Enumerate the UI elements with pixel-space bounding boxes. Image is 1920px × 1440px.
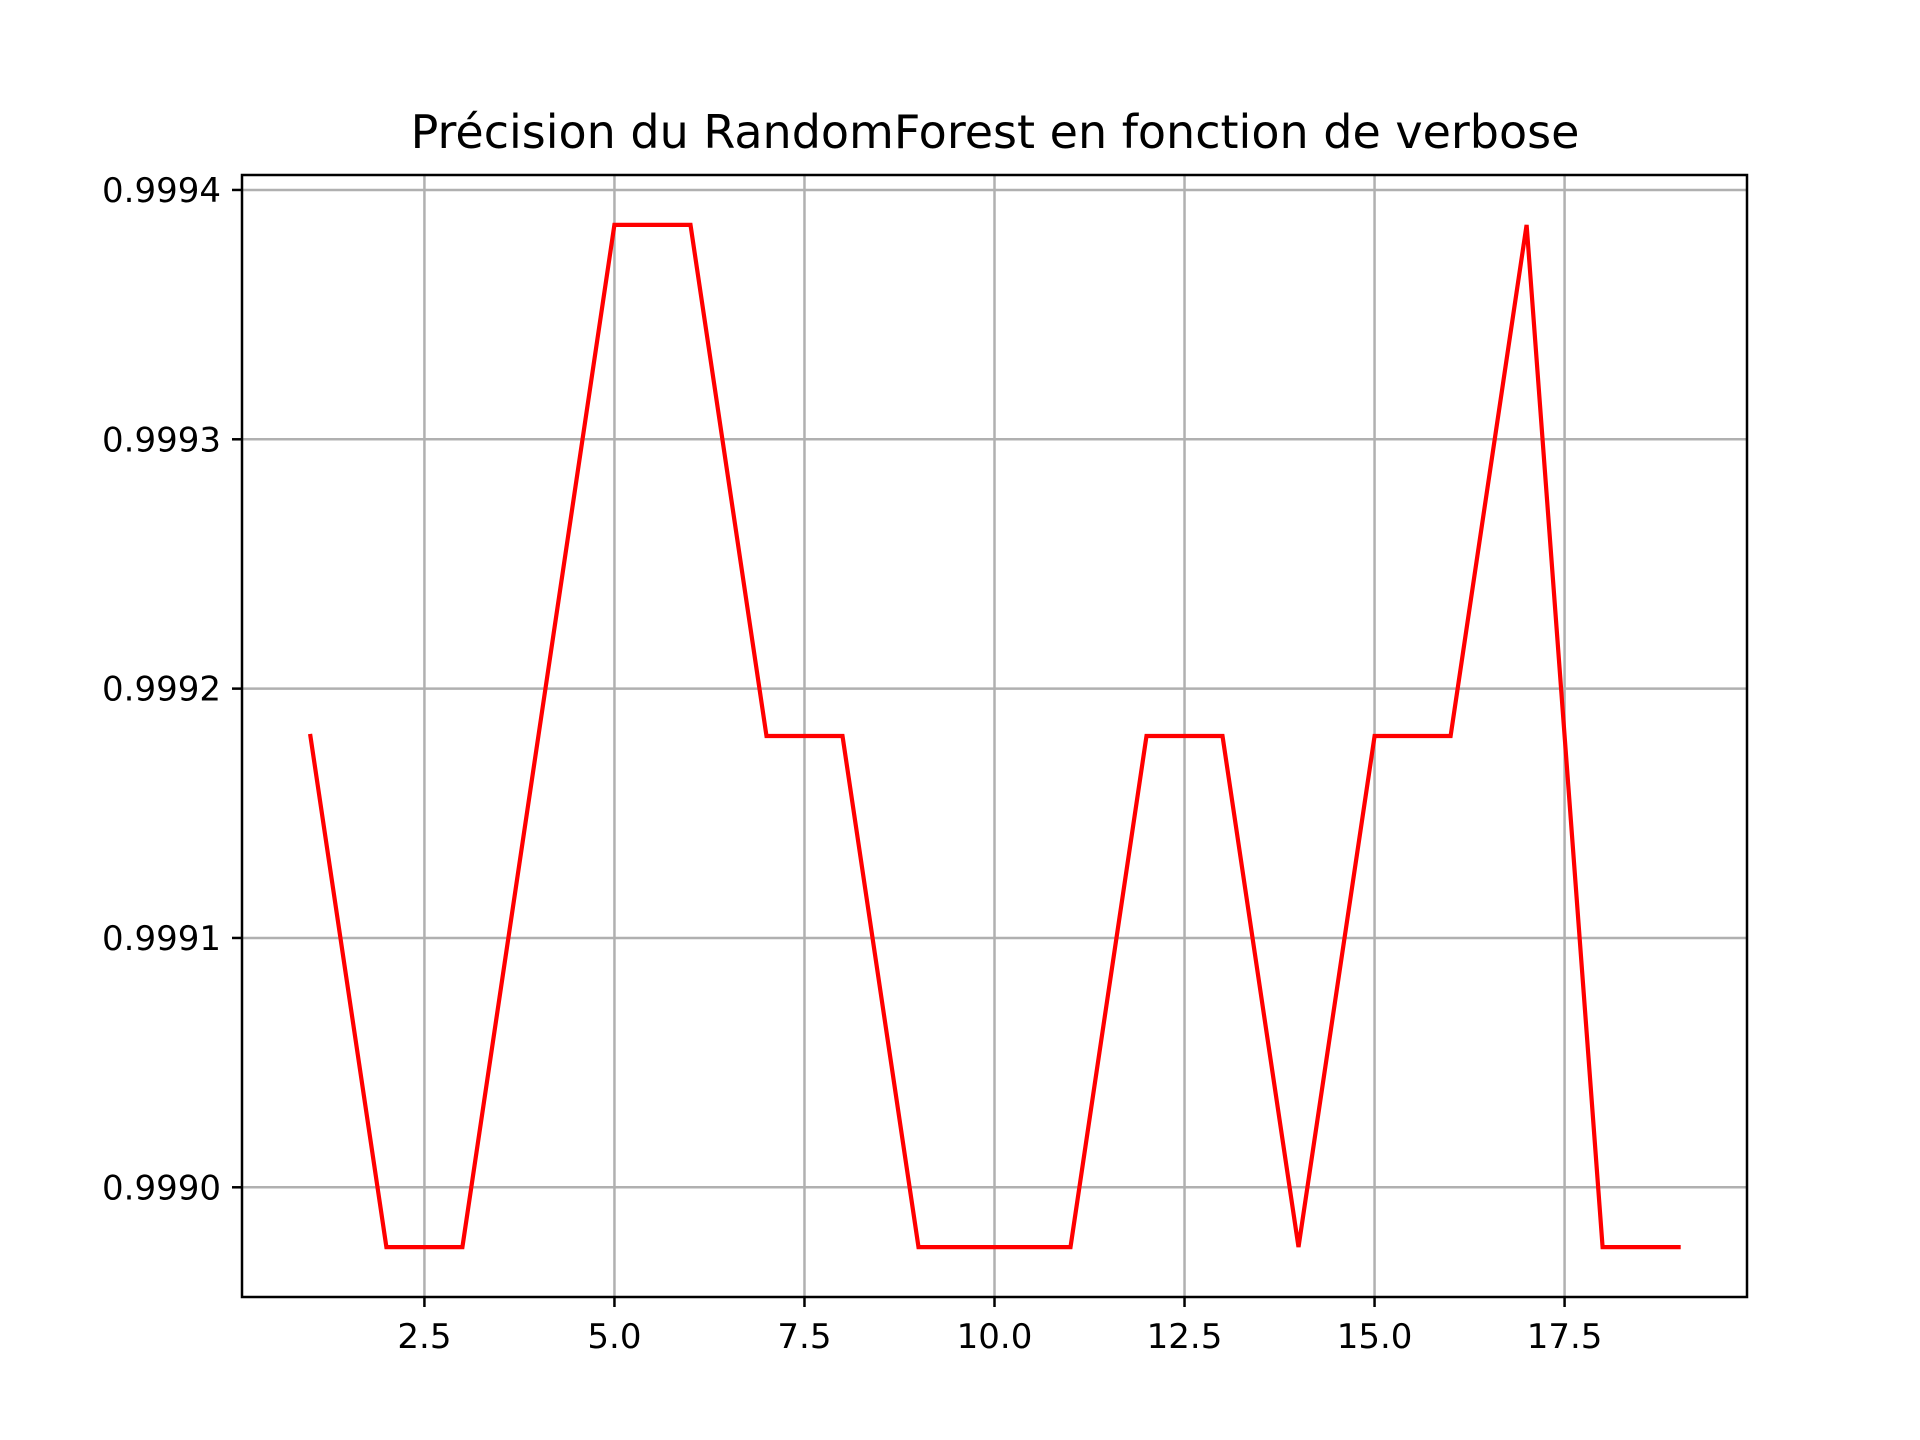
data-point — [1145, 734, 1149, 738]
ticks: 2.5 5.0 7.5 10.0 12.5 15.0 17.5 0.9990 0.9991 0.9… — [102, 171, 1602, 1357]
y-tick-label: 0.9991 — [102, 919, 221, 959]
data-point — [612, 223, 616, 227]
y-tick-label: 0.9992 — [102, 670, 221, 710]
data-point — [1449, 734, 1453, 738]
x-tick-label: 10.0 — [957, 1317, 1033, 1357]
data-point — [460, 1245, 464, 1249]
data-point — [916, 1245, 920, 1249]
x-tick-label: 2.5 — [397, 1317, 451, 1357]
data-point — [384, 1245, 388, 1249]
data-point — [993, 1245, 997, 1249]
data-point — [688, 223, 692, 227]
series-layer — [308, 222, 1681, 1250]
data-point — [764, 734, 768, 738]
x-tick-label: 7.5 — [777, 1317, 831, 1357]
data-point — [1373, 734, 1377, 738]
x-tick-label: 15.0 — [1337, 1317, 1413, 1357]
data-point — [1677, 1245, 1681, 1249]
y-tick-label: 0.9993 — [102, 420, 221, 460]
chart-title: Précision du RandomForest en fonction de… — [411, 105, 1580, 159]
data-point — [1601, 1245, 1605, 1249]
data-point — [840, 734, 844, 738]
data-point — [1297, 1245, 1301, 1249]
data-point — [1525, 223, 1529, 227]
data-point — [1069, 1245, 1073, 1249]
x-tick-label: 17.5 — [1527, 1317, 1603, 1357]
data-point — [536, 734, 540, 738]
x-tick-label: 5.0 — [587, 1317, 641, 1357]
data-point — [1221, 734, 1225, 738]
series-line — [308, 222, 1681, 1250]
x-tick-label: 12.5 — [1147, 1317, 1223, 1357]
data-point — [308, 734, 312, 738]
y-tick-label: 0.9994 — [102, 171, 221, 211]
y-tick-label: 0.9990 — [102, 1168, 221, 1208]
